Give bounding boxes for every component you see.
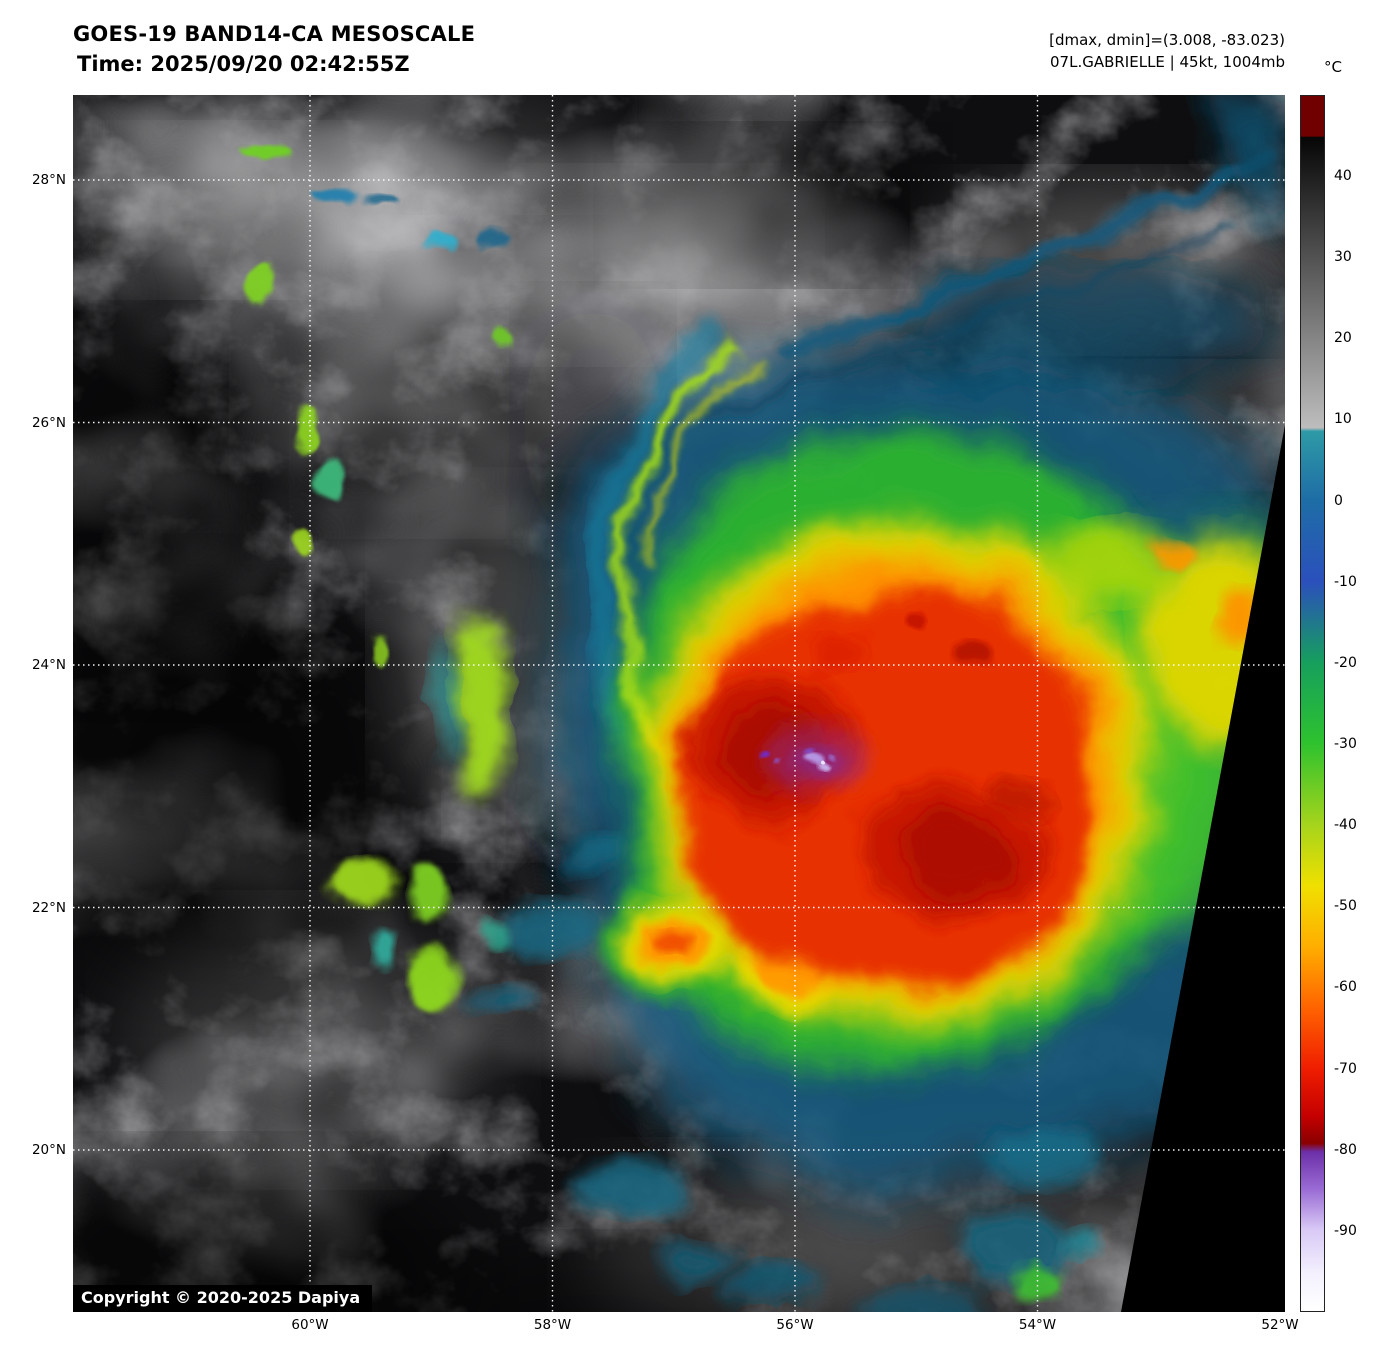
lon-tick-label: 52°W <box>1261 1317 1299 1333</box>
lon-tick-label: 60°W <box>291 1317 329 1333</box>
colorbar-tick-label: -50 <box>1334 898 1357 915</box>
page-title: GOES-19 BAND14-CA MESOSCALE <box>73 22 476 46</box>
lon-tick-label: 58°W <box>533 1317 572 1333</box>
colorbar-tick-label: -90 <box>1334 1222 1357 1239</box>
colorbar-tick-label: -20 <box>1334 654 1357 671</box>
lat-tick-label: 24°N <box>31 657 66 673</box>
colorbar-tick-label: 40 <box>1334 168 1352 185</box>
colorbar-tick-label: -10 <box>1334 573 1357 590</box>
satellite-scene <box>73 95 1285 1312</box>
colorbar-tick-label: -70 <box>1334 1060 1357 1077</box>
colorbar-tick-label: -40 <box>1334 817 1357 834</box>
colorbar-tick-label: 10 <box>1334 411 1352 428</box>
lat-tick-label: 28°N <box>31 172 66 188</box>
colorbar-tick-label: -60 <box>1334 979 1357 996</box>
lat-tick-label: 22°N <box>31 899 66 916</box>
graticule <box>73 95 1285 1312</box>
satellite-image: Copyright © 2020-2025 Dapiya <box>73 95 1285 1312</box>
colorbar-unit-label: °C <box>1324 58 1342 76</box>
lat-tick-label: 26°N <box>31 414 66 431</box>
colorbar-tick-label: 0 <box>1334 492 1343 509</box>
lon-tick-label: 56°W <box>776 1317 814 1333</box>
copyright: Copyright © 2020-2025 Dapiya <box>73 1285 373 1312</box>
colorbar-tick-label: 30 <box>1334 249 1352 266</box>
colorbar-tick-label: -80 <box>1334 1141 1357 1158</box>
colorbar-tick-label: -30 <box>1334 736 1357 752</box>
data-range: [dmax, dmin]=(3.008, -83.023) <box>1049 31 1285 49</box>
lat-tick-label: 20°N <box>31 1142 66 1158</box>
colorbar <box>1300 95 1325 1312</box>
timestamp: Time: 2025/09/20 02:42:55Z <box>77 52 410 76</box>
scan-edge-wedge <box>1121 425 1285 1312</box>
colorbar-tick-label: 20 <box>1334 330 1352 347</box>
lon-tick-label: 54°W <box>1018 1317 1057 1333</box>
storm-info: 07L.GABRIELLE | 45kt, 1004mb <box>1050 53 1285 71</box>
